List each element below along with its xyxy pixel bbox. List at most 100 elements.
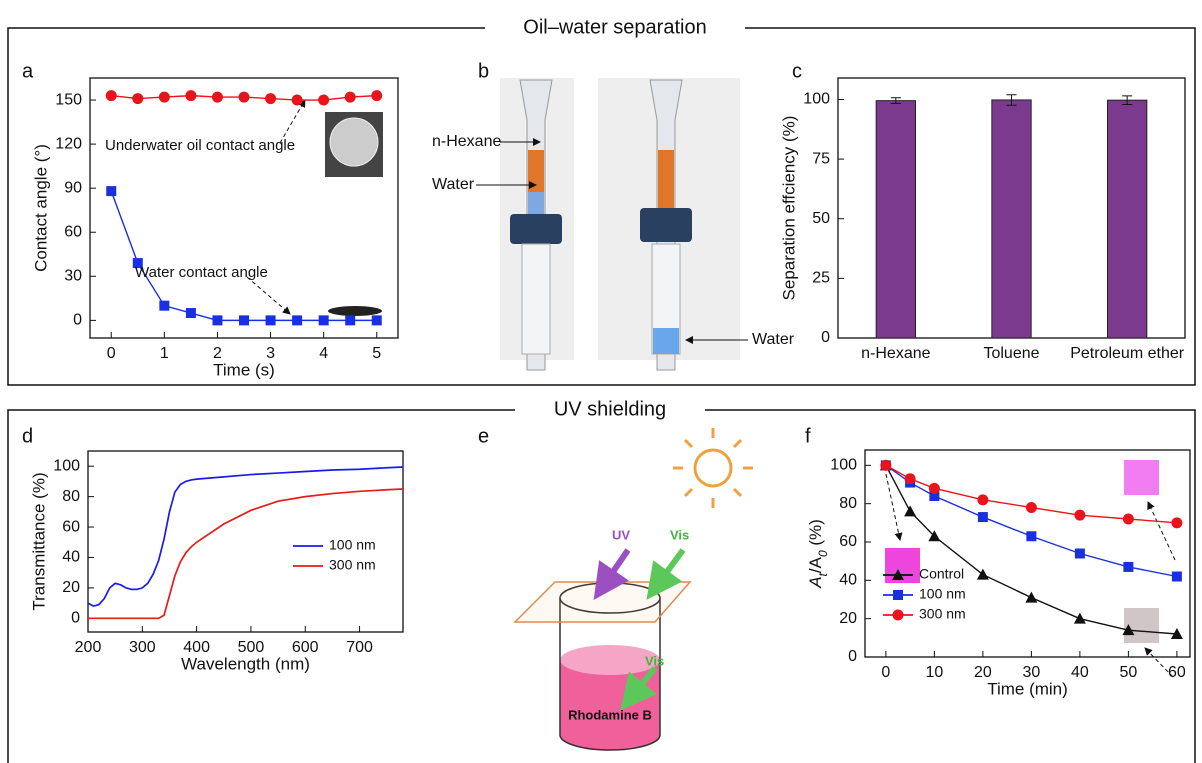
y-tick-label: 50 <box>812 210 830 227</box>
point <box>905 473 916 484</box>
x-tick-label: 200 <box>75 639 102 656</box>
bar <box>876 101 915 338</box>
diagram-label: UV <box>612 527 630 542</box>
y-axis-label: Contact angle (°) <box>31 144 50 272</box>
y-axis-label-part: (%) <box>806 519 825 550</box>
x-tick-label: 0 <box>107 345 116 362</box>
y-tick-label: 75 <box>812 150 830 167</box>
x-tick-label: 60 <box>1168 664 1186 681</box>
point <box>345 92 356 103</box>
y-tick-label: 120 <box>55 135 82 152</box>
x-tick-label: 4 <box>319 345 328 362</box>
point <box>978 512 988 522</box>
point <box>159 92 170 103</box>
y-tick-label: 0 <box>821 329 830 346</box>
point <box>1075 549 1085 559</box>
x-tick-label: n-Hexane <box>861 345 930 362</box>
panel-label: b <box>478 60 489 82</box>
y-tick-label: 80 <box>62 488 80 505</box>
annotation: Water contact angle <box>135 264 268 281</box>
annotation: Underwater oil contact angle <box>105 137 295 154</box>
point <box>239 92 250 103</box>
x-tick-label: 0 <box>881 664 890 681</box>
x-tick-label: Toluene <box>983 345 1039 362</box>
point <box>318 95 329 106</box>
y-axis-label-part: /A <box>806 556 825 573</box>
y-tick-label: 20 <box>839 610 857 627</box>
point <box>239 315 249 325</box>
point <box>977 494 988 505</box>
x-tick-label: 50 <box>1119 664 1137 681</box>
y-tick-label: 25 <box>812 270 830 287</box>
x-axis-label: Time (min) <box>987 679 1068 698</box>
y-tick-label: 60 <box>839 533 857 550</box>
y-tick-label: 80 <box>839 495 857 512</box>
point <box>977 569 989 580</box>
point <box>185 90 196 101</box>
section-title: UV shielding <box>554 398 666 420</box>
point <box>880 460 891 471</box>
x-tick-label: 40 <box>1071 664 1089 681</box>
inset-image <box>330 118 378 166</box>
swatch <box>1124 608 1159 643</box>
point <box>132 93 143 104</box>
x-tick-label: 10 <box>925 664 943 681</box>
y-tick-label: 0 <box>73 312 82 329</box>
y-tick-label: 30 <box>64 268 82 285</box>
legend-label: Control <box>919 566 964 582</box>
point <box>372 315 382 325</box>
bar <box>1108 100 1147 338</box>
x-axis-label: Time (s) <box>213 360 275 379</box>
point <box>1123 514 1134 525</box>
swatch <box>1124 460 1159 495</box>
point <box>265 93 276 104</box>
y-tick-label: 40 <box>839 572 857 589</box>
point <box>1074 510 1085 521</box>
point <box>106 186 116 196</box>
y-tick-label: 40 <box>62 549 80 566</box>
point <box>893 590 903 600</box>
figure: Oil–water separation UV shielding a b c … <box>0 0 1202 763</box>
y-tick-label: 150 <box>55 91 82 108</box>
y-tick-label: 100 <box>803 91 830 108</box>
y-tick-label: 20 <box>62 579 80 596</box>
x-tick-label: 1 <box>160 345 169 362</box>
x-tick-label: 300 <box>129 639 156 656</box>
y-tick-label: 0 <box>71 610 80 627</box>
panel-label: d <box>22 425 33 447</box>
point <box>893 610 904 621</box>
y-tick-label: 0 <box>848 648 857 665</box>
panel-label: a <box>22 60 34 82</box>
section-title: Oil–water separation <box>523 16 706 38</box>
point <box>292 95 303 106</box>
x-tick-label: Petroleum ether <box>1070 345 1185 362</box>
line <box>111 191 377 320</box>
point <box>106 90 117 101</box>
panel-label: f <box>805 425 811 447</box>
legend-label: 300 nm <box>329 557 376 573</box>
x-axis-label: Wavelength (nm) <box>181 654 310 673</box>
y-tick-label: 60 <box>64 223 82 240</box>
y-axis-label: At/A0 (%) <box>806 519 830 589</box>
point <box>1074 613 1086 624</box>
point <box>319 315 329 325</box>
photo <box>500 78 740 370</box>
diagram-label: Vis <box>670 527 689 542</box>
inset-image <box>328 306 382 316</box>
point <box>1172 572 1182 582</box>
y-axis-label: Transmittance (%) <box>29 472 48 610</box>
legend-label: 100 nm <box>919 586 966 602</box>
point <box>212 92 223 103</box>
point <box>1026 531 1036 541</box>
point <box>186 308 196 318</box>
point <box>266 315 276 325</box>
y-tick-label: 100 <box>830 457 857 474</box>
panel-label: e <box>478 425 489 447</box>
y-axis-label-part: A <box>806 576 825 588</box>
point <box>1025 592 1037 603</box>
point <box>1026 502 1037 513</box>
y-tick-label: 90 <box>64 179 82 196</box>
panel-label: c <box>792 60 802 82</box>
legend-label: 300 nm <box>919 606 966 622</box>
photo-label: Water <box>432 176 475 193</box>
